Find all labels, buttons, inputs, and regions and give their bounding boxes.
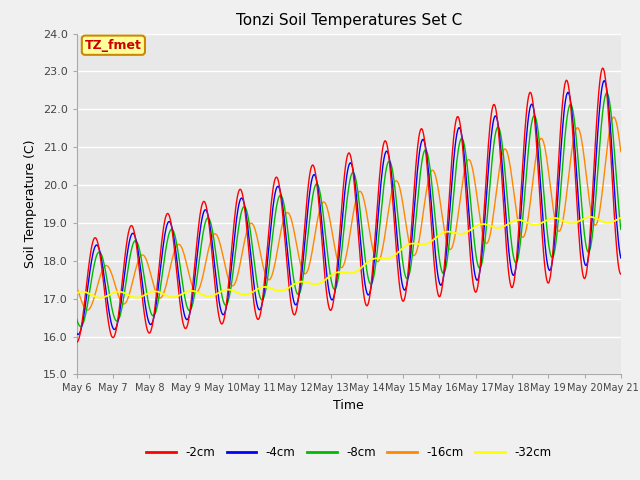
Title: Tonzi Soil Temperatures Set C: Tonzi Soil Temperatures Set C — [236, 13, 462, 28]
Y-axis label: Soil Temperature (C): Soil Temperature (C) — [24, 140, 37, 268]
Legend: -2cm, -4cm, -8cm, -16cm, -32cm: -2cm, -4cm, -8cm, -16cm, -32cm — [141, 442, 556, 464]
X-axis label: Time: Time — [333, 399, 364, 412]
Text: TZ_fmet: TZ_fmet — [85, 39, 142, 52]
